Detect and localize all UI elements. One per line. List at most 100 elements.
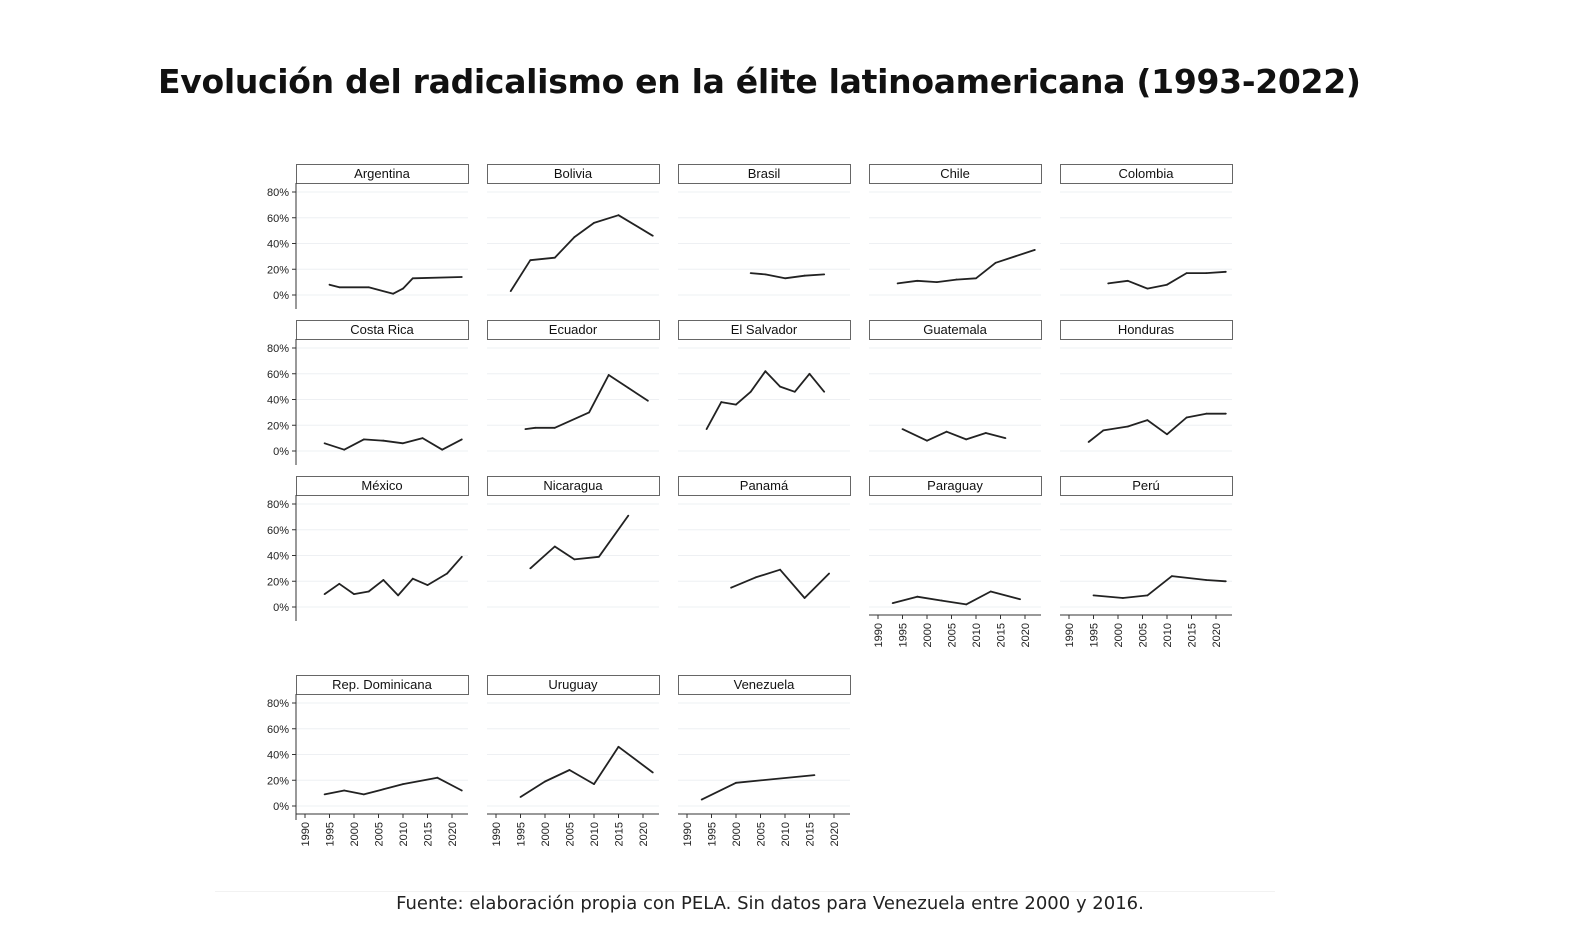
series-line	[324, 437, 463, 451]
data-point	[1126, 425, 1129, 428]
y-tick-label: 20%	[267, 576, 289, 588]
x-tick-label: 1990	[491, 822, 503, 846]
series-line	[1088, 412, 1226, 443]
panel-title: El Salvador	[731, 322, 798, 337]
series-line	[750, 272, 825, 280]
data-point	[764, 370, 767, 373]
data-point	[392, 292, 395, 295]
data-point	[1185, 416, 1188, 419]
panel-title: Honduras	[1118, 322, 1175, 337]
x-tick-label: 2000	[540, 822, 552, 846]
panel-title: México	[361, 478, 402, 493]
x-tick-label: 1995	[325, 822, 337, 846]
data-point	[367, 590, 370, 593]
data-point	[598, 555, 600, 558]
data-point	[593, 783, 595, 786]
data-point	[402, 783, 404, 786]
series-line	[525, 374, 649, 430]
x-tick-label: 1990	[873, 623, 885, 647]
x-tick-label: 2015	[614, 822, 626, 846]
panel-header	[296, 675, 469, 695]
panel-title: Costa Rica	[350, 322, 414, 337]
data-point	[1224, 412, 1227, 415]
data-point	[994, 261, 997, 264]
data-point	[411, 577, 414, 580]
data-point	[1122, 597, 1124, 599]
y-tick-label: 80%	[267, 499, 289, 511]
x-tick-label: 1995	[707, 822, 719, 846]
data-point	[353, 593, 355, 596]
x-tick-label: 2015	[996, 623, 1008, 647]
data-point	[617, 214, 620, 217]
x-tick-label: 2000	[349, 822, 361, 846]
data-point	[421, 437, 424, 440]
data-point	[544, 780, 546, 783]
data-point	[1033, 249, 1036, 251]
x-tick-label: 1995	[1089, 623, 1101, 647]
panel-header	[678, 675, 851, 695]
panel-title: Paraguay	[927, 478, 983, 493]
series-line	[529, 515, 630, 570]
data-point	[436, 776, 439, 779]
data-point	[627, 514, 630, 517]
panel-header	[487, 476, 660, 496]
data-point	[803, 597, 806, 599]
data-point	[573, 558, 576, 561]
data-point	[460, 789, 463, 792]
data-point	[382, 439, 385, 442]
data-point	[573, 236, 576, 238]
data-point	[1087, 441, 1090, 443]
x-tick-label: 2000	[731, 822, 743, 846]
panel-header	[296, 320, 469, 340]
data-point	[720, 401, 723, 403]
panel-title: Ecuador	[549, 322, 598, 337]
data-point	[1107, 282, 1110, 285]
data-point	[749, 390, 752, 393]
data-point	[1102, 429, 1105, 432]
series-line	[701, 774, 815, 801]
series-line	[705, 370, 825, 430]
y-tick-label: 80%	[267, 187, 289, 199]
x-tick-label: 2015	[1187, 623, 1199, 647]
y-tick-label: 0%	[273, 290, 289, 302]
series-line	[509, 214, 654, 292]
data-point	[965, 438, 968, 441]
data-point	[607, 374, 610, 376]
data-point	[627, 387, 630, 389]
data-point	[916, 279, 919, 282]
y-tick-label: 40%	[267, 239, 289, 251]
series-line	[520, 745, 654, 798]
panel-header	[1060, 476, 1233, 496]
data-point	[568, 769, 571, 771]
data-point	[1171, 575, 1173, 577]
data-point	[553, 545, 556, 548]
series-line	[892, 590, 1021, 606]
panel-title: Colombia	[1119, 166, 1175, 181]
data-point	[813, 774, 816, 776]
data-point	[803, 274, 806, 277]
y-tick-label: 20%	[267, 420, 289, 432]
y-tick-label: 20%	[267, 775, 289, 787]
y-tick-label: 40%	[267, 395, 289, 407]
series-line	[730, 568, 830, 599]
y-tick-label: 60%	[267, 369, 289, 381]
x-tick-label: 2010	[1162, 623, 1174, 647]
data-point	[965, 603, 968, 606]
x-tick-label: 2015	[805, 822, 817, 846]
panel-title: Brasil	[748, 166, 781, 181]
x-tick-label: 2000	[1113, 623, 1125, 647]
y-tick-label: 0%	[273, 446, 289, 458]
data-point	[1166, 433, 1168, 436]
chart-title: Evolución del radicalismo en la élite la…	[158, 62, 1361, 101]
data-point	[1146, 594, 1149, 597]
data-point	[519, 796, 522, 798]
data-point	[1019, 598, 1021, 601]
panel-header	[869, 164, 1042, 184]
panel-title: Nicaragua	[543, 478, 603, 493]
data-point	[1092, 594, 1095, 597]
data-point	[338, 286, 341, 289]
divider	[215, 891, 1275, 892]
data-point	[1146, 419, 1149, 421]
data-point	[1224, 580, 1227, 583]
x-tick-label: 2005	[565, 822, 577, 846]
